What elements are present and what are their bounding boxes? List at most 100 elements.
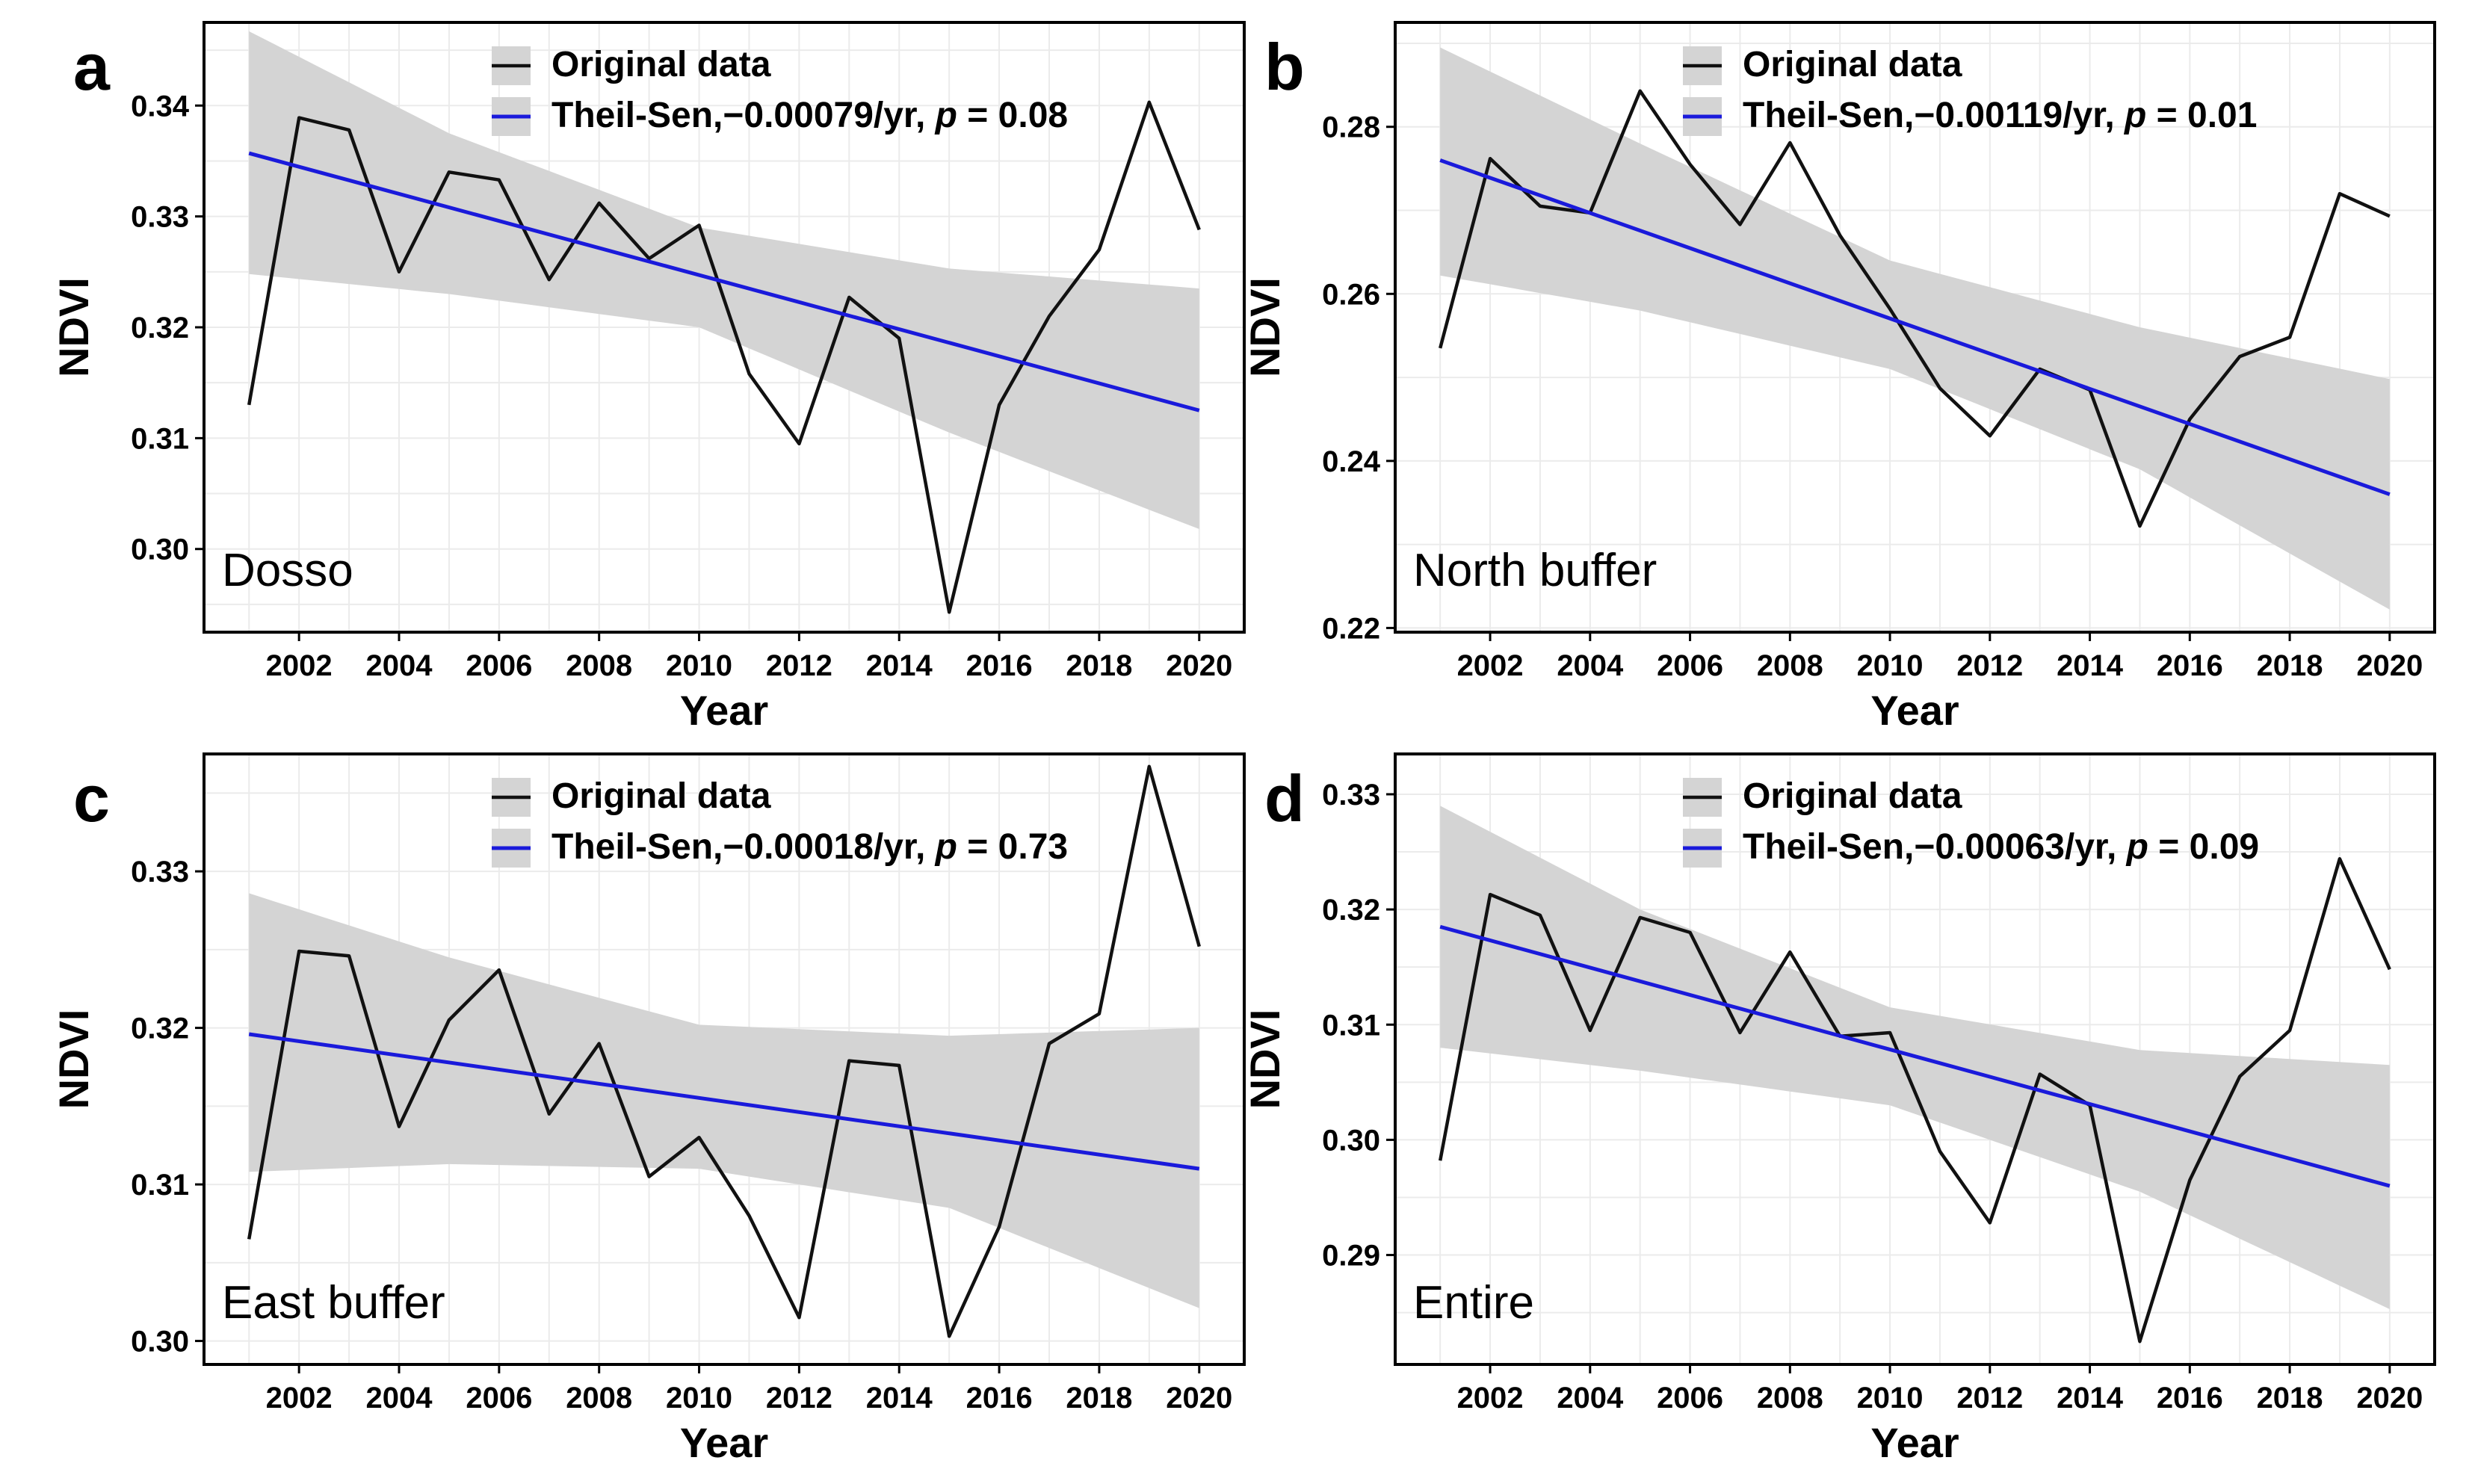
- y-tick-label: 0.32: [131, 312, 189, 344]
- y-tick-label: 0.33: [131, 856, 189, 888]
- x-tick-label: 2004: [366, 649, 433, 682]
- x-tick-label: 2002: [266, 649, 333, 682]
- panel-b: 0.22 0.24 0.26 0.28 2002 2004 2006 2008 2010 2012…: [1241, 21, 2436, 734]
- y-tick-label: 0.33: [1322, 779, 1380, 811]
- x-tick-label: 2006: [466, 649, 532, 682]
- series-theil-sen-trend: [248, 1032, 1200, 1171]
- y-tick-label: 0.33: [131, 201, 189, 234]
- region-label: East buffer: [222, 1277, 445, 1329]
- x-tick-label: 2010: [666, 649, 732, 682]
- x-tick-label: 2006: [1657, 649, 1723, 682]
- legend-label-original: Original data: [1743, 45, 1962, 84]
- y-axis-title: NDVI: [1241, 277, 1288, 377]
- x-tick-label: 2008: [566, 1382, 632, 1415]
- y-axis-title: NDVI: [1241, 1010, 1288, 1110]
- plot-frame: [1394, 21, 2436, 634]
- y-tick-label: 0.31: [1322, 1009, 1380, 1042]
- x-tick-label: 2012: [1956, 1382, 2023, 1415]
- y-tick-label: 0.32: [1322, 894, 1380, 927]
- legend-label-trend: Theil-Sen,−0.00079/yr, p = 0.08: [551, 96, 1068, 135]
- x-tick-label: 2020: [1166, 1382, 1232, 1415]
- series-theil-sen-trend: [1439, 924, 2391, 1188]
- x-tick-label: 2016: [2157, 649, 2223, 682]
- x-tick-label: 2020: [2356, 649, 2423, 682]
- legend-label-trend: Theil-Sen,−0.00063/yr, p = 0.09: [1743, 827, 2259, 867]
- series-original-data: [247, 764, 1201, 1338]
- y-tick-label: 0.30: [1322, 1124, 1380, 1157]
- x-tick-label: 2016: [2157, 1382, 2223, 1415]
- x-axis-title: Year: [1870, 687, 1959, 734]
- y-tick-label: 0.29: [1322, 1240, 1380, 1273]
- x-tick-label: 2016: [966, 1382, 1033, 1415]
- x-tick-label: 2014: [2057, 1382, 2124, 1415]
- panel-letter: b: [1264, 30, 1305, 104]
- x-tick-label: 2008: [566, 649, 632, 682]
- region-label: Entire: [1413, 1277, 1534, 1329]
- x-tick-label: 2008: [1757, 649, 1823, 682]
- y-tick-label: 0.34: [131, 90, 190, 123]
- y-tick-label: 0.22: [1322, 612, 1380, 645]
- plot-frame: [1394, 752, 2436, 1366]
- y-tick-label: 0.31: [131, 422, 189, 455]
- y-tick-label: 0.28: [1322, 111, 1380, 144]
- legend: Original data Theil-Sen,−0.00119/yr, p = …: [1683, 45, 2257, 136]
- x-tick-label: 2020: [1166, 649, 1232, 682]
- x-tick-label: 2006: [466, 1382, 532, 1415]
- x-tick-label: 2004: [1557, 649, 1624, 682]
- x-tick-label: 2018: [2257, 649, 2323, 682]
- x-axis-title: Year: [680, 1419, 768, 1466]
- x-tick-label: 2018: [1066, 649, 1132, 682]
- x-tick-label: 2012: [766, 649, 832, 682]
- panel-letter: d: [1264, 761, 1305, 835]
- x-tick-label: 2010: [1857, 1382, 1924, 1415]
- series-original-data: [1439, 89, 2391, 528]
- y-tick-label: 0.30: [131, 1326, 189, 1358]
- y-tick-label: 0.24: [1322, 445, 1381, 478]
- x-tick-label: 2004: [1557, 1382, 1624, 1415]
- y-tick-label: 0.32: [131, 1012, 189, 1045]
- x-tick-label: 2010: [666, 1382, 732, 1415]
- panel-d: 0.29 0.30 0.31 0.32 0.33 2002 2004 2006 2008 2010…: [1241, 752, 2436, 1466]
- y-tick-label: 0.30: [131, 534, 189, 566]
- legend-label-trend: Theil-Sen,−0.00018/yr, p = 0.73: [551, 827, 1068, 867]
- x-tick-label: 2016: [966, 649, 1033, 682]
- x-tick-label: 2012: [1956, 649, 2023, 682]
- x-tick-label: 2010: [1857, 649, 1924, 682]
- series-original-data: [247, 100, 1201, 614]
- series-theil-sen-trend: [1439, 158, 2391, 496]
- x-tick-label: 2008: [1757, 1382, 1823, 1415]
- x-tick-label: 2018: [1066, 1382, 1132, 1415]
- series-original-data: [1438, 857, 2391, 1344]
- y-tick-label: 0.26: [1322, 278, 1380, 311]
- y-axis-title: NDVI: [50, 277, 97, 377]
- x-axis-title: Year: [680, 687, 768, 734]
- x-axis-title: Year: [1870, 1419, 1959, 1466]
- panel-a: 0.30 0.31 0.32 0.33 0.34 2002 2004 2006 2008 2010…: [50, 21, 1246, 734]
- x-tick-label: 2014: [866, 649, 933, 682]
- y-axis-title: NDVI: [50, 1010, 97, 1110]
- legend-label-original: Original data: [551, 776, 771, 816]
- plot-frame: [203, 752, 1246, 1366]
- panel-letter: c: [73, 761, 110, 835]
- x-tick-label: 2004: [366, 1382, 433, 1415]
- region-label: North buffer: [1413, 545, 1657, 596]
- x-tick-label: 2014: [866, 1382, 933, 1415]
- x-tick-label: 2012: [766, 1382, 832, 1415]
- y-tick-label: 0.31: [131, 1169, 189, 1202]
- region-label: Dosso: [222, 545, 353, 596]
- x-tick-label: 2018: [2257, 1382, 2323, 1415]
- legend-label-original: Original data: [1743, 776, 1962, 816]
- legend-label-trend: Theil-Sen,−0.00119/yr, p = 0.01: [1743, 96, 2257, 135]
- x-tick-label: 2014: [2057, 649, 2124, 682]
- series-theil-sen-trend: [248, 151, 1200, 412]
- legend-label-original: Original data: [551, 45, 771, 84]
- x-tick-label: 2006: [1657, 1382, 1723, 1415]
- x-tick-label: 2020: [2356, 1382, 2423, 1415]
- legend: Original data Theil-Sen,−0.00018/yr, p = …: [492, 776, 1068, 868]
- x-tick-label: 2002: [1457, 649, 1524, 682]
- x-tick-label: 2002: [266, 1382, 333, 1415]
- x-tick-label: 2002: [1457, 1382, 1524, 1415]
- legend: Original data Theil-Sen,−0.00063/yr, p = …: [1683, 776, 2259, 868]
- legend: Original data Theil-Sen,−0.00079/yr, p = …: [492, 45, 1068, 136]
